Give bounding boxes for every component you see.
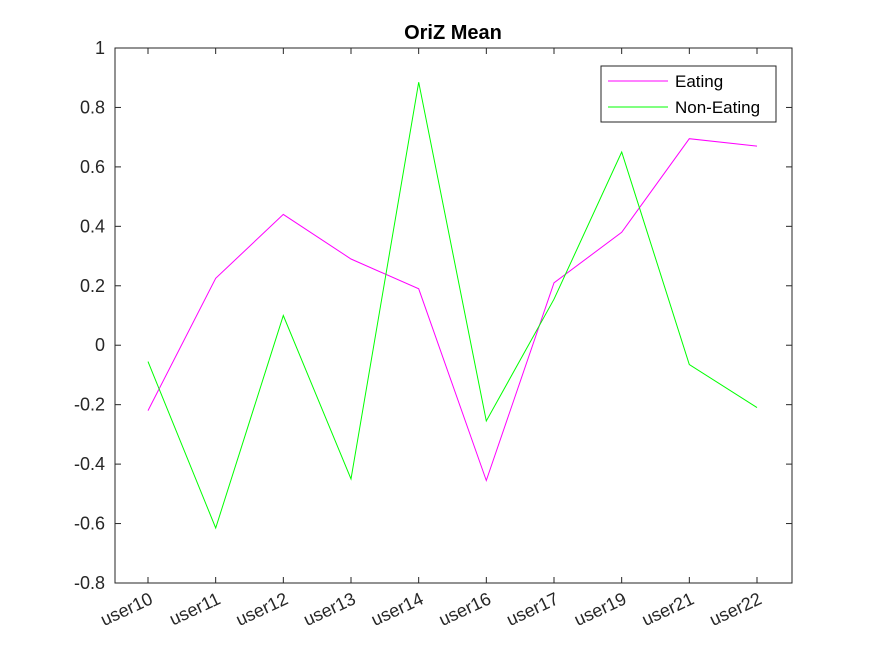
y-tick-label: -0.8 <box>74 573 105 593</box>
plot-area-frame <box>114 47 793 584</box>
x-tick-label: user10 <box>97 588 155 629</box>
chart-title: OriZ Mean <box>404 22 502 44</box>
series-line-non-eating <box>147 82 758 530</box>
x-tick-label: user13 <box>300 588 358 629</box>
x-tick-label: user19 <box>571 588 629 629</box>
legend-box <box>600 65 777 123</box>
series-line-eating <box>147 138 758 483</box>
legend-label-non-eating: Non-Eating <box>675 98 760 117</box>
x-tick-label: user11 <box>166 588 223 629</box>
y-tick-label: 0 <box>95 335 105 355</box>
y-tick-label: 1 <box>95 38 105 58</box>
y-tick-label: -0.4 <box>74 454 105 474</box>
legend-label-eating: Eating <box>675 72 723 91</box>
y-tick-label: 0.8 <box>80 97 105 117</box>
y-tick-label: -0.6 <box>74 514 105 534</box>
x-tick-label: user21 <box>639 588 697 629</box>
y-tick-label: 0.4 <box>80 216 105 236</box>
x-tick-label: user14 <box>368 588 426 629</box>
x-tick-label: user22 <box>706 588 764 629</box>
x-tick-label: user16 <box>436 588 494 629</box>
x-tick-label: user12 <box>233 588 291 629</box>
legend: Eating Non-Eating <box>600 65 777 123</box>
x-tick-label: user17 <box>503 588 561 629</box>
y-tick-label: 0.6 <box>80 157 105 177</box>
y-tick-label: -0.2 <box>74 395 105 415</box>
y-tick-label: 0.2 <box>80 276 105 296</box>
